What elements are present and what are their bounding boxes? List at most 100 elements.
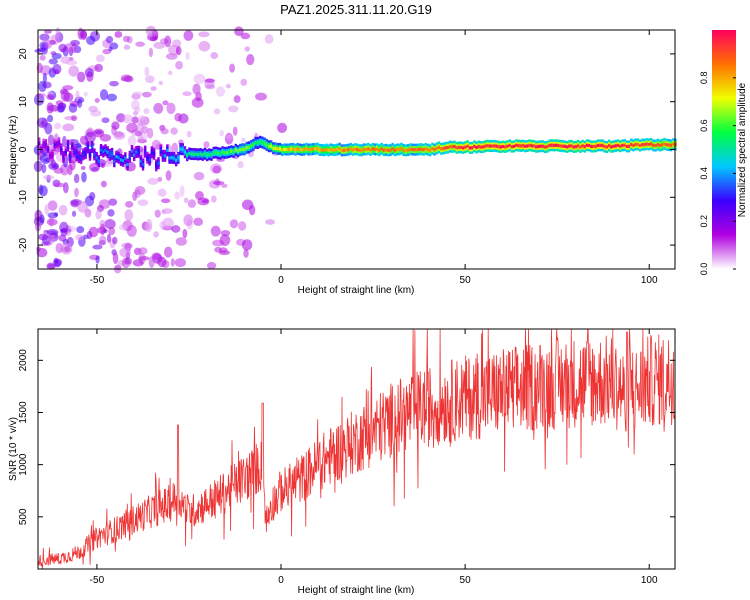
spectrogram-noise-cell <box>161 208 173 214</box>
spectrogram-ridge-cell <box>437 145 441 150</box>
spectrogram-ridge-cell <box>307 147 310 152</box>
spectrogram-noise-cell <box>198 40 211 52</box>
spectrogram-ridge-cell <box>530 144 534 148</box>
spectrogram-noise-cell <box>48 58 58 65</box>
spectrogram-noise-cell <box>95 255 100 264</box>
spectrogram-ridge-cell <box>647 142 651 146</box>
spectrogram-noise-cell <box>55 27 61 38</box>
spectrogram-noise-cell <box>160 198 171 204</box>
snr-y-tick-label: 1000 <box>18 453 29 476</box>
spectrogram-noise-cell <box>162 217 174 229</box>
spectrogram-noise-cell <box>148 256 155 268</box>
spectrogram-noise-cell <box>170 127 178 135</box>
spectrogram-noise-cell <box>112 252 119 265</box>
snr-y-tick-label: 500 <box>18 508 29 525</box>
spectrogram-ridge-cell <box>546 145 549 149</box>
spectrogram-ridge-cell <box>614 144 618 148</box>
spectrogram-ridge-cell <box>331 148 335 152</box>
spectrogram-ridge-cell <box>256 141 260 145</box>
spectrogram-noise-cell <box>58 204 68 216</box>
spectrogram-ridge-cell <box>303 147 306 152</box>
spectrogram-ridge-cell <box>194 152 198 156</box>
spectrogram-noise-cell <box>47 134 55 146</box>
spectrogram-noise-cell <box>53 182 66 188</box>
spectrogram-noise-cell <box>77 27 84 40</box>
spectrogram-ridge-cell <box>79 156 83 160</box>
spectrogram-ridge-cell <box>451 145 454 149</box>
spectrogram-noise-cell <box>212 165 221 174</box>
spectrogram-noise-cell <box>46 229 59 236</box>
spectrogram-noise-cell <box>81 171 87 183</box>
spectrogram-ridge-cell <box>252 143 255 147</box>
spectrogram-ridge-cell <box>172 156 176 160</box>
spectrogram-ridge-cell <box>347 148 350 152</box>
spectrogram-ridge-cell <box>592 144 595 149</box>
colorbar-label: Normalized spectral amplitude <box>737 82 748 217</box>
spectrogram-ridge-cell <box>661 143 664 147</box>
spectrogram-noise-cell <box>76 226 85 234</box>
spectrogram-ridge-cell <box>97 159 101 163</box>
spectrogram-ridge-cell <box>298 147 302 152</box>
spectrogram-ridge-cell <box>378 148 381 152</box>
spectrogram-ridge-cell <box>645 142 648 146</box>
spectrogram-noise-cell <box>137 134 144 144</box>
spectrogram-noise-cell <box>264 34 274 44</box>
snr-x-tick-label: 0 <box>278 575 284 586</box>
spectrogram-ridge-cell <box>318 148 321 152</box>
spectrogram-noise-cell <box>62 85 74 91</box>
spectrogram-noise-cell <box>47 104 60 112</box>
spectrogram-ridge-cell <box>62 155 65 159</box>
spectrogram-noise-cell <box>233 95 241 104</box>
spectrogram-noise-cell <box>75 234 85 241</box>
spectrogram-ridge-cell <box>486 144 489 148</box>
spectrogram-ridge-cell <box>232 150 235 154</box>
spectrogram-ridge-cell <box>230 149 233 153</box>
spectrogram-ridge-cell <box>524 144 527 148</box>
spectrogram-ridge-cell <box>641 143 644 147</box>
spectrogram-ridge-cell <box>221 150 224 154</box>
spectrogram-noise-cell <box>150 86 157 91</box>
spectrogram-noise-cell <box>39 54 46 61</box>
spectrogram-ridge-cell <box>247 145 251 149</box>
spectrogram-noise-cell <box>62 135 67 148</box>
spectrogram-ridge-cell <box>102 149 105 154</box>
spectrogram-ridge-cell <box>409 147 412 151</box>
spectrogram-ridge-cell <box>99 148 103 152</box>
spectrogram-ridge-cell <box>358 148 361 152</box>
spectrogram-noise-cell <box>74 187 79 198</box>
snr-panel: -50 0 50 100 500 1000 1500 2000 Height of strai… <box>8 328 676 596</box>
spectrogram-noise-cell <box>153 102 164 114</box>
spectrogram-ridge-cell <box>272 146 275 150</box>
spectrogram-ridge-cell <box>305 147 308 151</box>
spectrogram-ridge-cell <box>605 145 609 149</box>
spectrogram-noise-cell <box>44 204 50 215</box>
spectrogram-ridge-cell <box>243 147 246 151</box>
spectrogram-noise-cell <box>183 30 194 41</box>
spectrogram-noise-cell <box>77 71 86 83</box>
spectrogram-ridge-cell <box>157 161 160 165</box>
spectrogram-y-tick-label: 0 <box>18 146 29 152</box>
spectrogram-ridge-cell <box>581 144 584 148</box>
spectrogram-ridge-cell <box>552 143 556 148</box>
spectrogram-ridge-cell <box>471 146 474 150</box>
spectrogram-noise-cell <box>50 51 57 56</box>
spectrogram-noise-cell <box>38 233 48 241</box>
spectrogram-ridge-cell <box>55 142 59 147</box>
spectrogram-noise-cell <box>65 60 78 66</box>
spectrogram-ridge-cell <box>250 144 253 148</box>
spectrogram-noise-cell <box>164 35 172 48</box>
spectrogram-ridge-cell <box>128 155 131 159</box>
spectrogram-ridge-cell <box>322 148 326 152</box>
spectrogram-noise-cell <box>36 117 48 128</box>
spectrogram-noise-cell <box>210 195 217 203</box>
figure-title: PAZ1.2025.311.11.20.G19 <box>280 2 432 17</box>
spectrogram-ridge-cell <box>292 147 295 151</box>
spectrogram-ridge-cell <box>395 147 399 152</box>
spectrogram-ridge-cell <box>607 143 611 148</box>
spectrogram-noise-cell <box>71 115 78 122</box>
spectrogram-ridge-cell <box>479 145 483 149</box>
spectrogram-noise-cell <box>170 258 175 267</box>
spectrogram-ridge-cell <box>599 143 602 147</box>
spectrogram-noise-cell <box>106 233 112 243</box>
spectrogram-ridge-cell <box>86 145 90 150</box>
